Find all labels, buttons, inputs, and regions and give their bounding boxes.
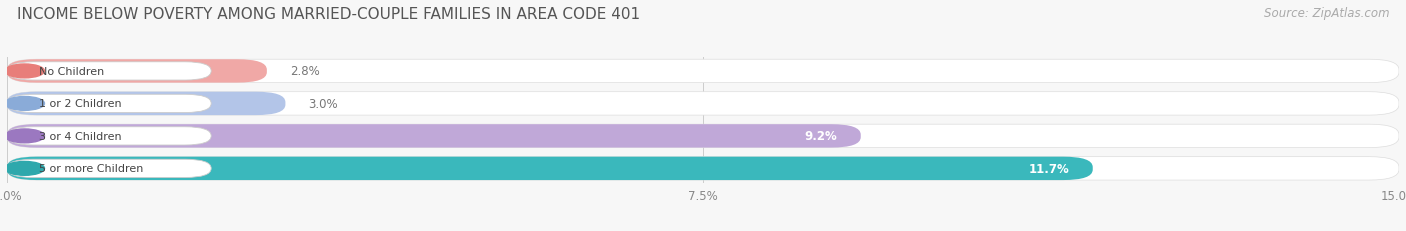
Text: INCOME BELOW POVERTY AMONG MARRIED-COUPLE FAMILIES IN AREA CODE 401: INCOME BELOW POVERTY AMONG MARRIED-COUPL… (17, 7, 640, 22)
FancyBboxPatch shape (7, 60, 267, 83)
Text: No Children: No Children (38, 67, 104, 77)
Text: Source: ZipAtlas.com: Source: ZipAtlas.com (1264, 7, 1389, 20)
Circle shape (4, 162, 45, 176)
FancyBboxPatch shape (7, 157, 1399, 180)
FancyBboxPatch shape (7, 60, 1399, 83)
Text: 3.0%: 3.0% (309, 97, 339, 110)
Circle shape (4, 97, 45, 111)
Text: 2.8%: 2.8% (290, 65, 319, 78)
FancyBboxPatch shape (7, 160, 211, 178)
Text: 5 or more Children: 5 or more Children (38, 164, 143, 174)
FancyBboxPatch shape (7, 125, 1399, 148)
Text: 11.7%: 11.7% (1029, 162, 1070, 175)
Text: 3 or 4 Children: 3 or 4 Children (38, 131, 121, 141)
Circle shape (4, 129, 45, 143)
FancyBboxPatch shape (7, 127, 211, 145)
Text: 9.2%: 9.2% (804, 130, 838, 143)
Text: 1 or 2 Children: 1 or 2 Children (38, 99, 121, 109)
Circle shape (4, 65, 45, 79)
FancyBboxPatch shape (7, 63, 211, 81)
FancyBboxPatch shape (7, 157, 1092, 180)
FancyBboxPatch shape (7, 95, 211, 113)
FancyBboxPatch shape (7, 92, 285, 116)
FancyBboxPatch shape (7, 125, 860, 148)
FancyBboxPatch shape (7, 92, 1399, 116)
